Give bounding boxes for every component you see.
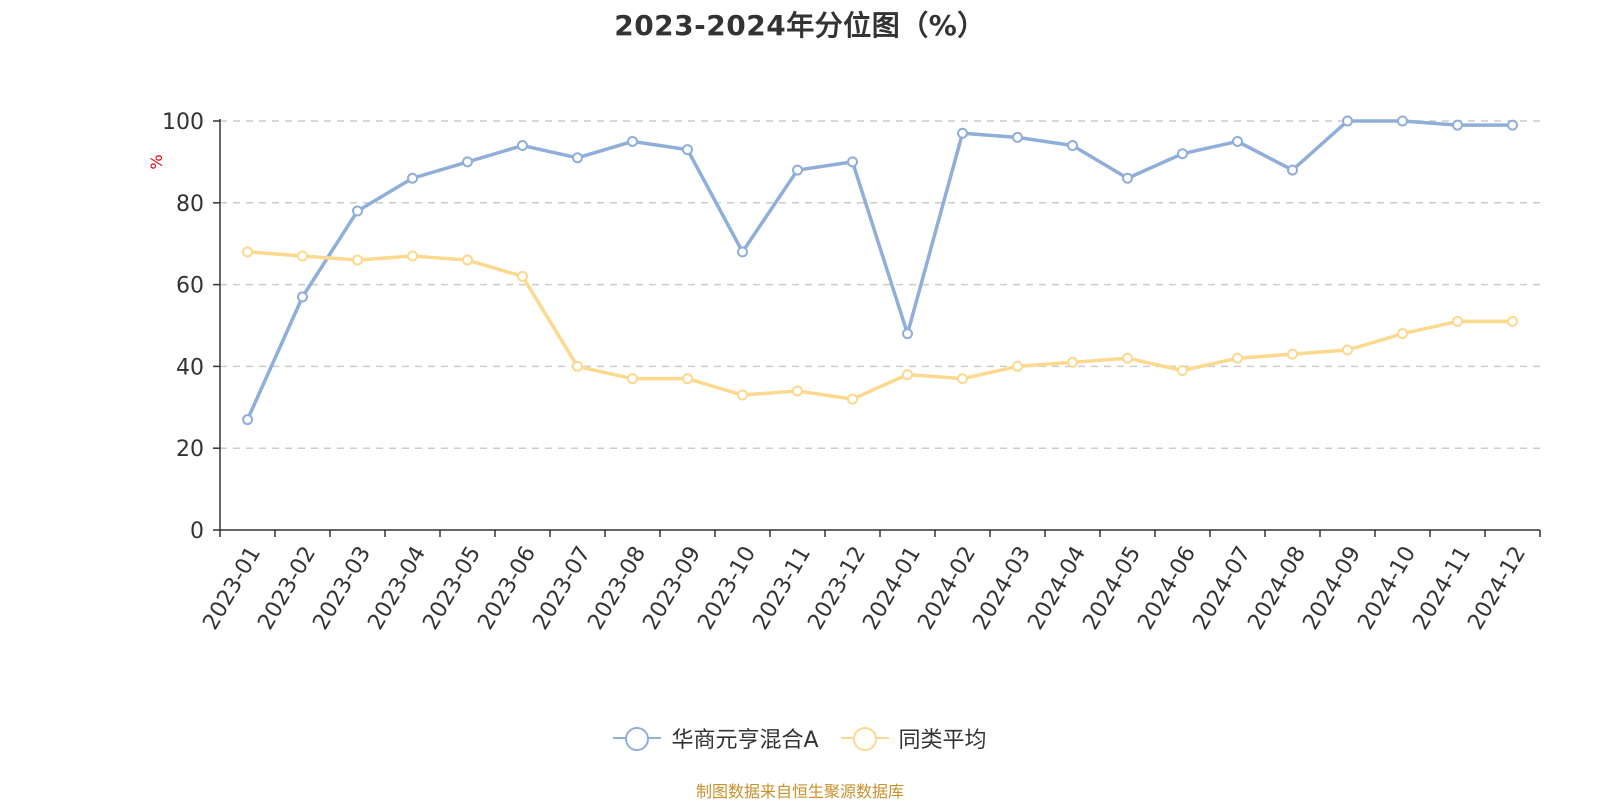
series-1-point-2023-08 — [627, 135, 638, 147]
series-2-point-2024-11 — [1452, 315, 1463, 327]
source-note: 制图数据来自恒生聚源数据库 — [695, 782, 904, 800]
legend-swatch-series-2 — [840, 726, 889, 751]
series-1-point-2023-01 — [242, 414, 253, 426]
y-tick-label-80: 80 — [176, 192, 204, 217]
series-line-1 — [245, 119, 1513, 421]
series-1-point-2023-11 — [792, 164, 803, 176]
series-2-point-2023-03 — [352, 254, 363, 266]
chart-title: 2023-2024年分位图（%） — [614, 9, 986, 42]
y-tick-label-100: 100 — [162, 110, 204, 135]
series-2-point-2023-08 — [627, 373, 638, 385]
legend-label-series-1: 华商元亨混合A — [671, 728, 819, 753]
series-2-point-2024-10 — [1397, 328, 1408, 340]
series-1-point-2024-06 — [1177, 148, 1188, 160]
series-1-point-2024-07 — [1232, 135, 1243, 147]
legend-item-series-2[interactable]: 同类平均 — [840, 722, 987, 754]
series-line-2 — [247, 250, 1513, 401]
y-tick-label-60: 60 — [176, 274, 204, 299]
legend: 华商元亨混合A 同类平均 — [0, 722, 1600, 754]
series-2-point-2023-11 — [792, 385, 803, 397]
series-2-point-2023-02 — [297, 250, 308, 262]
series-2-point-2023-12 — [847, 393, 858, 405]
legend-swatch-series-1 — [613, 726, 662, 751]
series-2-point-2023-04 — [407, 250, 418, 262]
series-1-point-2024-12 — [1507, 119, 1518, 131]
series-2-point-2023-06 — [517, 270, 528, 282]
series-2-point-2023-10 — [737, 389, 748, 401]
series-1-point-2024-09 — [1342, 115, 1353, 127]
y-tick-label-40: 40 — [176, 355, 204, 380]
series-2-point-2024-06 — [1177, 364, 1188, 376]
series-2-point-2023-01 — [242, 246, 253, 258]
series-1-point-2024-10 — [1397, 115, 1408, 127]
series-1-point-2024-03 — [1012, 131, 1023, 143]
series-2-point-2024-05 — [1122, 352, 1133, 364]
series-2-point-2024-07 — [1232, 352, 1243, 364]
series-2-point-2023-09 — [682, 373, 693, 385]
series-2-point-2024-04 — [1067, 356, 1078, 368]
series-1-point-2024-02 — [957, 127, 968, 139]
series-2-point-2024-12 — [1507, 315, 1518, 327]
series-1-point-2024-05 — [1122, 172, 1133, 184]
series-1-point-2023-03 — [352, 205, 363, 217]
series-2-point-2024-09 — [1342, 344, 1353, 356]
series-2-point-2024-08 — [1287, 348, 1298, 360]
series-1-point-2024-08 — [1287, 164, 1298, 176]
y-axis-label: % — [147, 154, 166, 169]
legend-label-series-2: 同类平均 — [898, 728, 987, 753]
series-1-point-2023-10 — [737, 246, 748, 258]
series-2-point-2023-07 — [572, 360, 583, 372]
series-1-point-2023-09 — [682, 144, 693, 156]
series-1-point-2023-06 — [517, 140, 528, 152]
series-1-point-2024-01 — [902, 328, 913, 340]
y-tick-label-20: 20 — [176, 437, 204, 462]
series-1-point-2023-12 — [847, 156, 858, 168]
legend-item-series-1[interactable]: 华商元亨混合A — [613, 722, 819, 754]
series-2-point-2024-03 — [1012, 360, 1023, 372]
series-1-point-2024-04 — [1067, 140, 1078, 152]
series-2-point-2023-05 — [462, 254, 473, 266]
series-2-point-2024-02 — [957, 373, 968, 385]
legend-marker-series-1 — [625, 727, 650, 751]
y-tick-label-0: 0 — [190, 519, 204, 544]
series-1-point-2023-07 — [572, 152, 583, 164]
series-1-point-2023-05 — [462, 156, 473, 168]
series-1-point-2023-04 — [407, 172, 418, 184]
series-1-point-2024-11 — [1452, 119, 1463, 131]
series-1-point-2023-02 — [297, 291, 308, 303]
series-2-point-2024-01 — [902, 369, 913, 381]
legend-marker-series-2 — [852, 727, 877, 751]
